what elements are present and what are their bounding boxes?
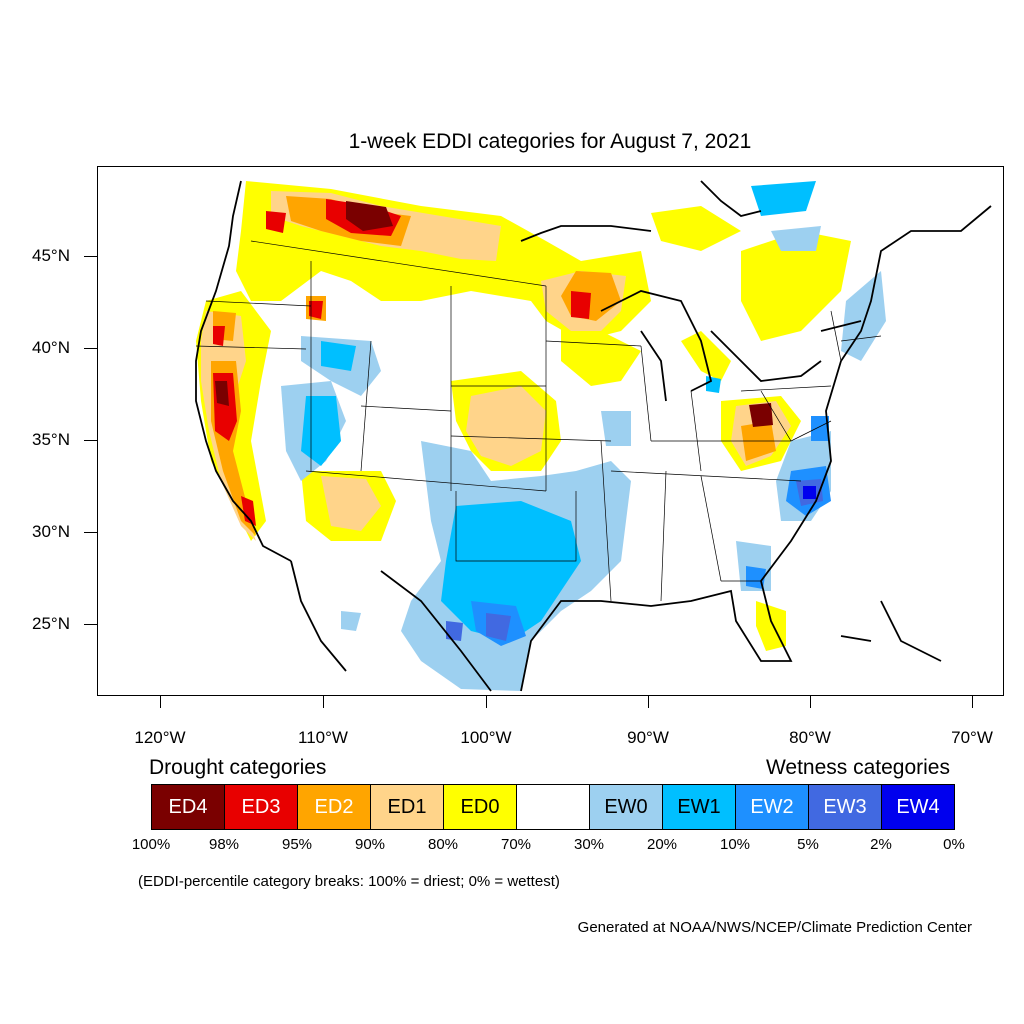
x-label: 90°W	[627, 728, 669, 747]
legend-box-ed2: ED2	[297, 784, 371, 830]
legend-box-neutral	[516, 784, 590, 830]
ew4-regions	[803, 486, 816, 499]
y-tick	[84, 624, 97, 625]
y-tick	[84, 440, 97, 441]
y-tick	[84, 256, 97, 257]
legend-break-label: 95%	[281, 836, 313, 853]
x-label: 120°W	[134, 728, 186, 747]
legend-box-ew3: EW3	[808, 784, 882, 830]
legend-break-label: 100%	[131, 836, 171, 853]
y-label: 40°N	[32, 338, 70, 357]
state-boundaries	[195, 240, 882, 602]
legend-break-label: 2%	[870, 836, 892, 853]
y-label: 25°N	[32, 614, 70, 633]
legend-box-ed0: ED0	[443, 784, 517, 830]
x-tick	[486, 696, 487, 708]
x-tick	[810, 696, 811, 708]
drought-heading: Drought categories	[149, 756, 327, 779]
x-label: 70°W	[951, 728, 993, 747]
ed4-regions	[215, 201, 773, 427]
wetness-heading: Wetness categories	[765, 756, 950, 779]
y-label: 30°N	[32, 522, 70, 541]
credit-line: Generated at NOAA/NWS/NCEP/Climate Predi…	[577, 919, 972, 936]
map-panel	[97, 166, 1004, 696]
legend-break-label: 80%	[427, 836, 459, 853]
x-tick	[323, 696, 324, 708]
x-label: 80°W	[789, 728, 831, 747]
y-label: 35°N	[32, 430, 70, 449]
legend-break-label: 5%	[797, 836, 819, 853]
x-tick	[160, 696, 161, 708]
legend-break-label: 20%	[646, 836, 678, 853]
legend-break-label: 0%	[943, 836, 965, 853]
coastlines	[195, 180, 992, 692]
y-label: 45°N	[32, 246, 70, 265]
x-label: 100°W	[460, 728, 512, 747]
eddi-map	[195, 180, 992, 692]
legend-box-ed3: ED3	[224, 784, 298, 830]
legend-box-ew0: EW0	[589, 784, 663, 830]
legend-box-ed1: ED1	[370, 784, 444, 830]
legend-break-label: 10%	[719, 836, 751, 853]
legend-break-label: 30%	[573, 836, 605, 853]
y-tick	[84, 348, 97, 349]
map-title: 1-week EDDI categories for August 7, 202…	[348, 130, 752, 153]
legend-box-ed4: ED4	[151, 784, 225, 830]
legend-break-label: 98%	[208, 836, 240, 853]
legend-box-ew1: EW1	[662, 784, 736, 830]
x-label: 110°W	[298, 728, 348, 747]
x-tick	[648, 696, 649, 708]
legend-break-label: 90%	[354, 836, 386, 853]
y-tick	[84, 532, 97, 533]
x-tick	[972, 696, 973, 708]
legend-box-ew4: EW4	[881, 784, 955, 830]
legend-box-ew2: EW2	[735, 784, 809, 830]
legend-break-label: 70%	[500, 836, 532, 853]
category-note: (EDDI-percentile category breaks: 100% =…	[138, 873, 560, 890]
